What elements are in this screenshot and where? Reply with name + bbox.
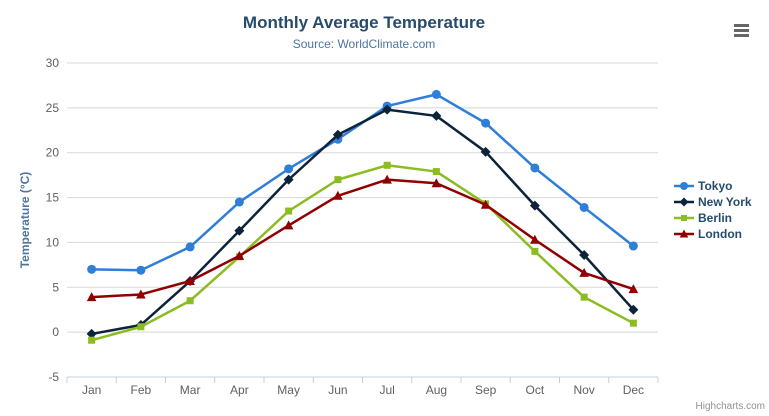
- data-point-marker[interactable]: [87, 264, 97, 274]
- chart-title: Monthly Average Temperature: [242, 13, 486, 32]
- data-point-marker[interactable]: [579, 267, 589, 277]
- export-menu-button[interactable]: [727, 18, 755, 42]
- data-point-marker[interactable]: [531, 247, 539, 255]
- data-point-marker[interactable]: [580, 293, 588, 301]
- data-point-marker[interactable]: [681, 215, 687, 221]
- data-point-marker[interactable]: [334, 176, 342, 184]
- y-axis-tick-label: 30: [46, 56, 60, 70]
- y-axis-tick-label: 20: [46, 146, 60, 160]
- data-point-marker[interactable]: [137, 323, 145, 331]
- data-point-marker[interactable]: [332, 129, 343, 140]
- data-point-marker[interactable]: [480, 146, 491, 157]
- data-point-marker[interactable]: [579, 202, 589, 212]
- series-line[interactable]: [90, 93, 635, 272]
- legend-item-berlin[interactable]: Berlin: [674, 210, 752, 226]
- data-point-marker[interactable]: [481, 118, 491, 128]
- data-point-marker[interactable]: [136, 265, 146, 275]
- series-tokyo[interactable]: [87, 89, 638, 275]
- data-point-marker[interactable]: [431, 110, 442, 121]
- chart-legend: Tokyo New York Berlin London: [674, 178, 752, 242]
- x-axis-tick-label: Feb: [131, 383, 152, 397]
- data-point-marker[interactable]: [529, 200, 540, 211]
- data-point-marker[interactable]: [284, 164, 294, 174]
- data-point-marker[interactable]: [283, 220, 294, 230]
- x-axis-tick-label: Oct: [526, 383, 545, 397]
- data-point-marker[interactable]: [629, 319, 637, 327]
- data-point-marker[interactable]: [86, 292, 97, 302]
- data-point-marker[interactable]: [186, 297, 194, 305]
- legend-marker-icon: [674, 215, 694, 221]
- series-line[interactable]: [90, 178, 635, 299]
- legend-item-label: Tokyo: [698, 179, 733, 193]
- data-point-marker[interactable]: [480, 199, 491, 209]
- data-point-marker[interactable]: [628, 284, 639, 294]
- y-axis-title: Temperature (°C): [18, 171, 32, 269]
- legend-marker-icon: [674, 229, 694, 238]
- data-point-marker[interactable]: [628, 241, 638, 251]
- legend-marker-icon: [674, 182, 694, 190]
- data-point-marker[interactable]: [579, 249, 590, 260]
- data-point-marker[interactable]: [382, 104, 393, 115]
- y-axis-tick-label: 10: [46, 235, 60, 249]
- hamburger-menu-icon: [733, 23, 749, 27]
- legend-item-new-york[interactable]: New York: [674, 194, 752, 210]
- data-point-marker[interactable]: [234, 197, 244, 207]
- y-axis-tick-label: 5: [52, 280, 59, 294]
- series-london[interactable]: [86, 174, 639, 302]
- data-point-marker[interactable]: [530, 163, 540, 173]
- data-point-marker[interactable]: [431, 178, 442, 188]
- legend-item-london[interactable]: London: [674, 226, 752, 242]
- data-point-marker[interactable]: [185, 276, 195, 286]
- data-point-marker[interactable]: [333, 190, 343, 200]
- y-axis-tick-label: 15: [46, 191, 60, 205]
- x-axis-tick-label: May: [277, 383, 300, 397]
- x-axis-tick-label: Jul: [379, 383, 394, 397]
- data-point-marker[interactable]: [680, 182, 688, 190]
- legend-item-label: New York: [698, 195, 752, 209]
- data-point-marker[interactable]: [431, 89, 441, 99]
- chart-subtitle: Source: WorldClimate.com: [292, 37, 436, 51]
- x-axis-tick-label: Dec: [623, 383, 644, 397]
- data-point-marker[interactable]: [628, 304, 639, 315]
- x-axis-tick-label: Nov: [573, 383, 594, 397]
- data-point-marker[interactable]: [88, 336, 96, 344]
- legend-marker-icon: [674, 197, 694, 207]
- y-axis-tick-label: 0: [52, 325, 59, 339]
- data-point-marker[interactable]: [234, 250, 245, 260]
- x-axis-tick-label: Jun: [328, 383, 347, 397]
- series-line[interactable]: [90, 108, 635, 336]
- x-axis-tick-label: Mar: [180, 383, 201, 397]
- y-axis-tick-label: -5: [48, 370, 59, 384]
- x-axis-tick-label: Apr: [230, 383, 249, 397]
- series-new-york[interactable]: [86, 104, 639, 339]
- series-line[interactable]: [90, 164, 635, 342]
- data-point-marker[interactable]: [530, 234, 540, 244]
- x-axis-tick-label: Aug: [426, 383, 447, 397]
- x-axis-tick-label: Jan: [82, 383, 101, 397]
- x-axis-tick-label: Sep: [475, 383, 497, 397]
- highcharts-credits-link[interactable]: Highcharts.com: [695, 401, 765, 412]
- data-point-marker[interactable]: [679, 229, 689, 238]
- y-axis-tick-label: 25: [46, 101, 60, 115]
- legend-item-label: Berlin: [698, 211, 733, 225]
- data-point-marker[interactable]: [136, 289, 146, 299]
- data-point-marker[interactable]: [185, 242, 195, 252]
- data-point-marker[interactable]: [383, 161, 391, 169]
- data-point-marker[interactable]: [382, 174, 392, 184]
- data-point-marker[interactable]: [679, 197, 689, 207]
- data-point-marker[interactable]: [283, 174, 294, 185]
- data-point-marker[interactable]: [86, 328, 97, 339]
- data-point-marker[interactable]: [285, 207, 293, 215]
- data-point-marker[interactable]: [432, 168, 440, 176]
- data-point-marker[interactable]: [234, 225, 245, 236]
- legend-item-tokyo[interactable]: Tokyo: [674, 178, 752, 194]
- legend-item-label: London: [698, 227, 742, 241]
